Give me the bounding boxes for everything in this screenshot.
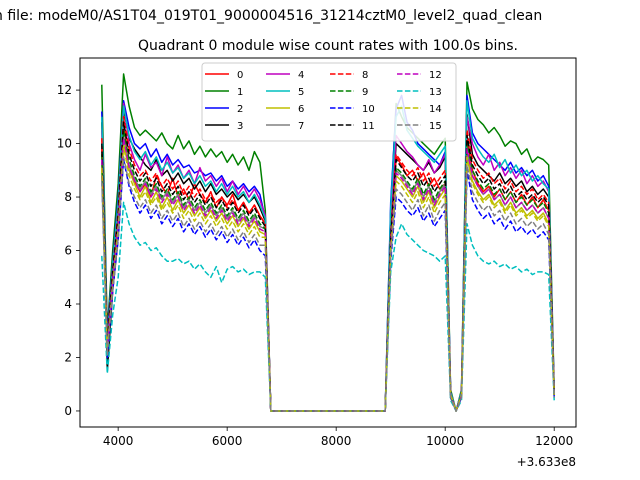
legend-label-3: 3 bbox=[237, 121, 243, 132]
legend-label-9: 9 bbox=[362, 87, 368, 98]
legend-label-10: 10 bbox=[362, 104, 375, 115]
x-tick-label: 12000 bbox=[535, 434, 573, 448]
x-offset-label: +3.633e8 bbox=[517, 455, 576, 469]
legend-label-14: 14 bbox=[429, 104, 442, 115]
x-tick-label: 8000 bbox=[321, 434, 352, 448]
series-line-14 bbox=[101, 145, 555, 412]
legend-label-13: 13 bbox=[429, 87, 442, 98]
y-tick-label: 2 bbox=[64, 350, 72, 364]
x-tick-label: 10000 bbox=[426, 434, 464, 448]
legend-label-11: 11 bbox=[362, 121, 375, 132]
series-line-15 bbox=[101, 156, 555, 412]
legend-box bbox=[201, 62, 457, 142]
x-axis: 4000 6000 8000 10000 12000 bbox=[103, 427, 573, 448]
legend-label-0: 0 bbox=[237, 70, 243, 81]
y-tick-label: 0 bbox=[64, 404, 72, 418]
y-axis: 0 2 4 6 8 10 12 bbox=[57, 83, 80, 418]
series-group bbox=[101, 73, 555, 412]
legend-label-15: 15 bbox=[429, 121, 442, 132]
axes-frame bbox=[79, 57, 577, 428]
chart-title: Quadrant 0 module wise count rates with … bbox=[138, 38, 518, 54]
y-tick-label: 6 bbox=[64, 244, 72, 258]
legend-label-7: 7 bbox=[298, 121, 304, 132]
legend-label-2: 2 bbox=[237, 104, 243, 115]
y-tick-label: 8 bbox=[64, 190, 72, 204]
y-tick-label: 4 bbox=[64, 297, 72, 311]
legend-label-5: 5 bbox=[298, 87, 304, 98]
x-tick-label: 6000 bbox=[212, 434, 243, 448]
y-tick-label: 12 bbox=[57, 83, 72, 97]
series-line-8 bbox=[101, 116, 555, 412]
legend-label-8: 8 bbox=[362, 70, 368, 81]
legend-label-6: 6 bbox=[298, 104, 304, 115]
x-tick-label: 4000 bbox=[103, 434, 134, 448]
legend-label-12: 12 bbox=[429, 70, 442, 81]
legend-label-4: 4 bbox=[298, 70, 304, 81]
y-tick-label: 10 bbox=[57, 137, 72, 151]
legend-label-1: 1 bbox=[237, 87, 243, 98]
figure-suptitle: n file: modeM0/AS1T04_019T01_9000004516_… bbox=[0, 8, 542, 24]
